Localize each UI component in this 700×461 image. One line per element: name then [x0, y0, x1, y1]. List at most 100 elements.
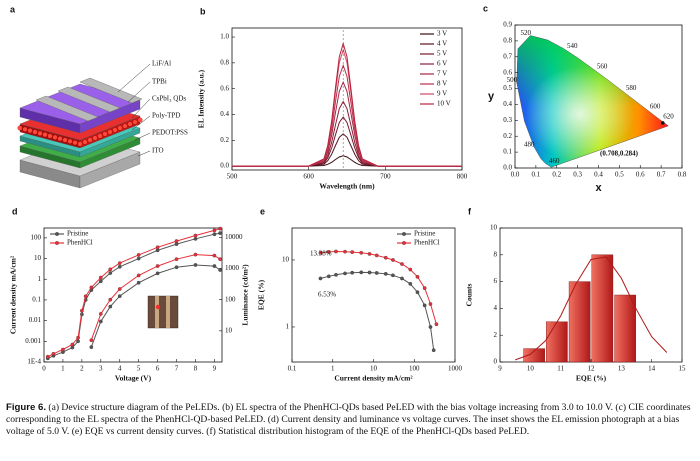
wavelength-label: 540 — [567, 42, 578, 50]
x-tick-label: 1 — [61, 365, 65, 373]
x-tick-label: 1000 — [448, 365, 463, 373]
series-marker — [400, 276, 404, 281]
x-tick-label: 9 — [498, 365, 502, 373]
series-marker — [70, 342, 75, 347]
series-marker — [391, 258, 395, 262]
chart-panel: b 500 600 700 800 0.0 0.2 0.4 0.6 0.8 1.0 Wavelengt… — [197, 6, 468, 190]
legend-marker — [402, 232, 406, 236]
x-axis-label: Voltage (V) — [115, 374, 152, 383]
plot-frame — [291, 227, 456, 363]
series-marker — [343, 271, 347, 276]
y2-tick-label: 100 — [225, 295, 236, 303]
qd-dot — [52, 134, 58, 140]
series-marker — [61, 347, 65, 352]
y-tick-label: 0.8 — [220, 58, 229, 66]
series-marker — [212, 232, 217, 237]
annotation: 6.53% — [318, 291, 336, 299]
qd-dot — [82, 139, 88, 145]
panel-label: b — [200, 6, 206, 16]
inset-photo — [147, 295, 179, 329]
series-marker — [117, 261, 122, 265]
x-tick-label: 3 — [99, 365, 103, 373]
leader-line — [137, 150, 151, 157]
series-marker — [155, 264, 160, 268]
series-marker — [136, 280, 141, 285]
series-marker — [318, 250, 323, 255]
x-tick-label: 500 — [227, 173, 238, 181]
legend-marker — [402, 241, 406, 245]
wavelength-label: 600 — [650, 103, 661, 111]
qd-dot — [127, 121, 133, 127]
y-tick-label: 100 — [31, 233, 42, 241]
series-marker — [193, 263, 198, 267]
series-marker — [51, 351, 56, 356]
series-marker — [367, 270, 372, 275]
series-marker — [155, 245, 160, 250]
qd-dot — [17, 125, 23, 131]
series-marker — [415, 274, 420, 279]
x-tick-label: 8 — [194, 365, 198, 373]
qd-dot — [102, 131, 108, 137]
x-tick-label: 5 — [137, 365, 141, 373]
series-marker — [326, 274, 331, 279]
series-line — [232, 116, 462, 167]
series-marker — [108, 271, 113, 275]
legend-label: 7 V — [437, 70, 447, 78]
layer-label: ITO — [152, 147, 164, 155]
series-marker — [98, 319, 103, 324]
leader-line — [117, 63, 151, 93]
y-tick-label: 0.2 — [220, 136, 229, 144]
y-tick-label: 10 — [34, 254, 42, 262]
legend-label: PhenHCl — [67, 239, 93, 247]
leader-line — [127, 81, 151, 103]
qd-dot — [137, 117, 143, 123]
x-tick-label: 12 — [588, 365, 596, 373]
series-marker — [89, 285, 94, 290]
y-tick-label: 10 — [282, 256, 290, 264]
x-axis-label: EQE (%) — [576, 374, 607, 383]
x-tick-label: 700 — [380, 173, 391, 181]
wavelength-label: 620 — [663, 113, 674, 121]
series-marker — [343, 249, 347, 254]
y2-tick-label: 10000 — [225, 233, 243, 241]
y-tick-label: 0.4 — [220, 110, 229, 118]
y-tick-label: 0 — [494, 358, 498, 366]
x-tick-label: 0.5 — [615, 171, 624, 179]
x-tick-label: 0.1 — [532, 171, 541, 179]
series-marker — [318, 276, 323, 281]
series-marker — [45, 354, 50, 359]
wavelength-label: 560 — [597, 62, 608, 70]
x-tick-label: 0.1 — [288, 365, 297, 373]
layer-label: CsPbI₃ QDs — [152, 95, 186, 103]
y-tick-label: 0.2 — [503, 132, 512, 140]
layer-label: LiF/Al — [152, 60, 171, 68]
series-marker — [174, 257, 179, 262]
series-marker — [89, 345, 94, 349]
series-marker — [408, 267, 413, 272]
y-tick-label: 1 — [286, 323, 290, 331]
y-tick-label: 0.1 — [503, 148, 512, 156]
series-marker — [76, 335, 80, 340]
y-tick-label: 0.4 — [503, 100, 512, 108]
series-marker — [422, 303, 427, 308]
x-tick-label: 2 — [80, 365, 84, 373]
series-marker — [89, 338, 94, 343]
wavelength-label: 460 — [549, 157, 560, 165]
series-marker — [174, 239, 179, 243]
series-marker — [83, 294, 88, 299]
qd-dot — [117, 125, 123, 131]
x-tick-label: 100 — [409, 365, 420, 373]
series-marker — [98, 312, 103, 316]
y-tick-label: 0.8 — [503, 36, 512, 44]
x-tick-label: 0.3 — [573, 171, 582, 179]
series-line — [232, 63, 462, 167]
series-marker — [117, 287, 122, 291]
qd-dot — [27, 128, 33, 134]
caption-label: Figure 6. — [6, 402, 46, 413]
qd-dot — [112, 127, 118, 133]
y-tick-label: 0.9 — [503, 21, 512, 29]
layer-label: PEDOT:PSS — [152, 129, 188, 137]
x-tick-label: 1 — [331, 365, 335, 373]
